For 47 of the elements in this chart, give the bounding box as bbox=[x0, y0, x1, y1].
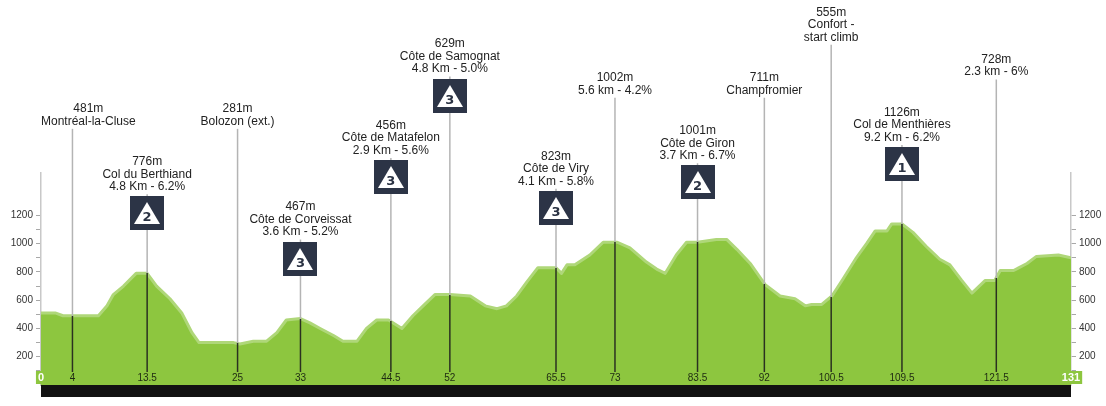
x-tick-label: 73 bbox=[609, 371, 621, 383]
ref-line-label: 481m Montréal-la-Cluse bbox=[41, 101, 137, 128]
x-tick-label: 83.5 bbox=[687, 371, 708, 383]
y2-tick-label: 800 bbox=[1079, 265, 1097, 277]
ref-line-label: 1002m 5.6 km - 4.2% bbox=[577, 70, 653, 97]
ref-line-label: 281m Bolozon (ext.) bbox=[200, 101, 275, 128]
x-tick-label: 13.5 bbox=[137, 371, 158, 383]
ref-line-label: 467m Côte de Corveissat 3.6 Km - 5.2% bbox=[249, 199, 353, 239]
x-tick-label: 44.5 bbox=[381, 371, 402, 383]
x-tick-label: 33 bbox=[294, 371, 307, 383]
ref-line-label: 456m Côte de Matafelon 2.9 Km - 5.6% bbox=[341, 117, 440, 157]
annotation: 3 bbox=[550, 203, 562, 219]
x-tick-label: 109.5 bbox=[889, 371, 915, 383]
x-tick-label: 100.5 bbox=[818, 371, 845, 383]
ref-line-label: 728m 2.3 km - 6% bbox=[964, 51, 1029, 79]
annotation: 2 bbox=[141, 209, 153, 225]
annotation: 3 bbox=[294, 254, 306, 270]
x-tick-label: 65.5 bbox=[546, 371, 567, 383]
ref-line-label: 711m Champfromier bbox=[726, 70, 803, 97]
y-tick-label: 800 bbox=[16, 265, 34, 277]
y-tick-label: 600 bbox=[16, 293, 34, 305]
annotation: 2 bbox=[692, 178, 704, 194]
y2-tick-label: 1200 bbox=[1079, 209, 1102, 221]
x-tick-label: 121.5 bbox=[983, 371, 1010, 383]
annotation: 1 bbox=[896, 159, 908, 175]
y2-tick-label: 200 bbox=[1079, 350, 1097, 362]
y-tick-label: 1200 bbox=[10, 209, 34, 221]
x-tick-label: 52 bbox=[444, 371, 456, 383]
ref-line-label: 555m Confort - start climb bbox=[803, 4, 859, 44]
y2-tick-label: 600 bbox=[1079, 293, 1097, 305]
x-tick-label: 25 bbox=[232, 371, 244, 383]
ref-line-label: 1001m Côte de Giron 3.7 Km - 6.7% bbox=[659, 123, 736, 163]
ref-line-label: 776m Col du Berthiand 4.8 Km - 6.2% bbox=[102, 154, 192, 194]
x-tick-label: 131 bbox=[1061, 370, 1081, 383]
y-tick-label: 200 bbox=[16, 350, 34, 362]
x-tick-label: 0 bbox=[37, 370, 45, 383]
x-tick-label: 92 bbox=[758, 371, 771, 383]
y2-tick-label: 400 bbox=[1079, 322, 1097, 334]
text: 3 bbox=[444, 91, 456, 107]
y2-tick-label: 1000 bbox=[1079, 237, 1102, 249]
ref-line-label: 629m Côte de Samognat 4.8 Km - 5.0% bbox=[399, 36, 501, 76]
x-tick-label: 4 bbox=[69, 371, 76, 383]
annotation: 3 bbox=[385, 173, 397, 189]
ref-line-label: 1126m Col de Menthières 9.2 Km - 6.2% bbox=[853, 104, 951, 144]
y-tick-label: 1000 bbox=[10, 237, 34, 249]
y-tick-label: 400 bbox=[16, 322, 34, 334]
ref-line-label: 823m Côte de Viry 4.1 Km - 5.8% bbox=[517, 148, 595, 188]
